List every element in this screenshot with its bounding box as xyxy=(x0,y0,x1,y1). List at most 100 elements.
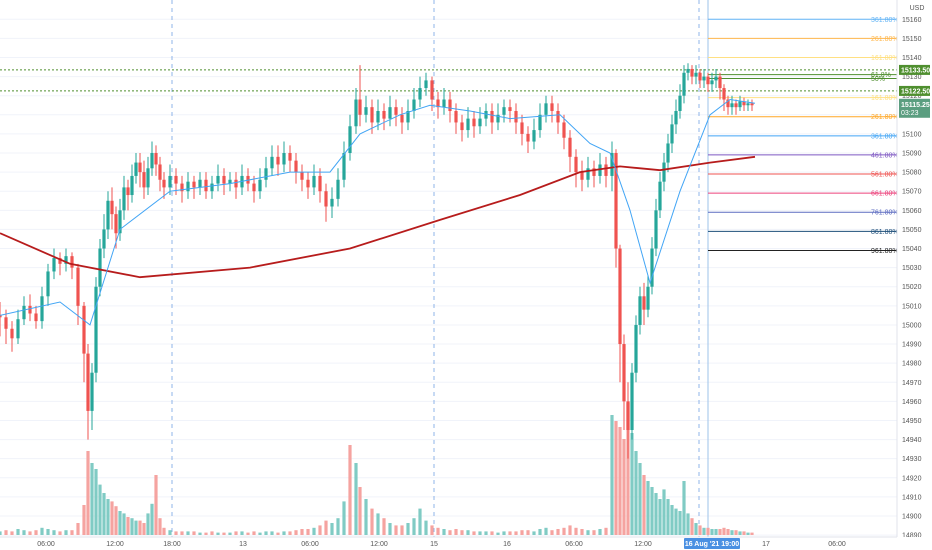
candle-body xyxy=(294,160,298,173)
candle xyxy=(186,172,190,199)
candle-body xyxy=(222,175,226,184)
candle-body xyxy=(622,344,626,402)
candle-body xyxy=(454,110,458,123)
candle xyxy=(58,252,62,276)
price-tick-label: 14950 xyxy=(902,418,922,425)
volume-bar xyxy=(382,518,386,535)
volume-bar xyxy=(358,487,362,535)
volume-bar xyxy=(276,532,280,535)
volume-bar xyxy=(714,529,718,535)
fib-level-label: 50% xyxy=(871,76,885,83)
candle xyxy=(568,130,572,173)
candle xyxy=(102,214,106,259)
volume-bar xyxy=(82,505,86,535)
candle xyxy=(686,63,690,81)
candle xyxy=(550,95,554,123)
volume-bar xyxy=(654,493,658,535)
candle-body xyxy=(370,107,374,123)
volume-bar xyxy=(118,511,122,535)
volume-bar xyxy=(574,527,578,535)
candle-body xyxy=(276,156,280,165)
candle-body xyxy=(40,296,44,322)
candle xyxy=(670,114,674,154)
candlesticks xyxy=(0,63,754,459)
volume-bar xyxy=(110,501,114,535)
volume-bar xyxy=(126,517,130,535)
candle-body xyxy=(146,168,150,188)
candle xyxy=(300,164,304,192)
candle xyxy=(478,107,482,134)
candle xyxy=(216,164,220,192)
volume-bar xyxy=(738,531,742,535)
volume-bar xyxy=(76,523,80,535)
candle-body xyxy=(174,175,178,184)
bar-countdown-label: 03:23 xyxy=(901,110,919,117)
price-tick-label: 15130 xyxy=(902,74,922,81)
candle-body xyxy=(142,172,146,188)
volume-bar xyxy=(312,527,316,535)
candle-body xyxy=(102,229,106,249)
candle-body xyxy=(118,210,122,234)
candle-body xyxy=(654,210,658,249)
price-tick-label: 15050 xyxy=(902,227,922,234)
price-tick-label: 14960 xyxy=(902,399,922,406)
volume-bar xyxy=(86,451,90,535)
price-tick-label: 15160 xyxy=(902,17,922,24)
candle xyxy=(662,153,666,192)
volume-bar xyxy=(348,445,352,535)
price-tick-label: 14980 xyxy=(902,361,922,368)
horizontal-levels[interactable] xyxy=(0,69,897,92)
volume-bar xyxy=(484,531,488,535)
level-price-badge-label: 15133.50 xyxy=(901,67,930,74)
volume-bar xyxy=(22,530,26,535)
candle-body xyxy=(46,271,50,297)
candle-body xyxy=(64,256,68,264)
candle xyxy=(90,363,94,431)
candle-body xyxy=(626,401,630,431)
candle xyxy=(40,286,44,329)
candle-body xyxy=(82,305,86,354)
candle xyxy=(460,114,464,142)
volume-bar xyxy=(252,531,256,535)
price-tick-label: 15010 xyxy=(902,303,922,310)
volume-bar xyxy=(622,439,626,535)
candle xyxy=(690,65,694,85)
candle-body xyxy=(264,168,268,180)
volume-bar xyxy=(556,529,560,535)
candle-body xyxy=(252,183,256,192)
candle-body xyxy=(4,317,8,329)
candle-body xyxy=(216,175,220,184)
volume-bar xyxy=(730,530,734,535)
volume-bar xyxy=(646,481,650,535)
candle xyxy=(234,172,238,199)
candle-body xyxy=(618,248,622,345)
candle xyxy=(22,296,26,325)
candle-body xyxy=(746,103,750,106)
volume-bar xyxy=(448,530,452,535)
candle xyxy=(738,95,742,111)
candle xyxy=(154,145,158,176)
candle xyxy=(694,65,698,85)
candle xyxy=(168,164,172,196)
candle xyxy=(294,153,298,184)
candle-body xyxy=(52,258,56,272)
price-tick-label: 15140 xyxy=(902,55,922,62)
time-axis-bg[interactable] xyxy=(0,537,932,550)
volume-bar xyxy=(562,527,566,535)
volume-bar xyxy=(634,451,638,535)
candle-body xyxy=(550,103,554,111)
candle xyxy=(70,252,74,280)
fib-level-label: 461.80% xyxy=(871,152,899,159)
candle xyxy=(150,141,154,176)
candle-body xyxy=(472,118,476,127)
candle-body xyxy=(288,153,292,161)
volume-bar xyxy=(626,403,630,535)
volume-bar xyxy=(52,530,56,535)
candle-body xyxy=(210,183,214,192)
candle-body xyxy=(580,172,584,180)
candle xyxy=(448,91,452,123)
candle xyxy=(138,153,142,188)
candle-body xyxy=(610,153,614,176)
fibonacci-extension[interactable]: 361.80% 261.80% 161.80% 61.8%50% 161.80% 261.… xyxy=(708,17,899,255)
